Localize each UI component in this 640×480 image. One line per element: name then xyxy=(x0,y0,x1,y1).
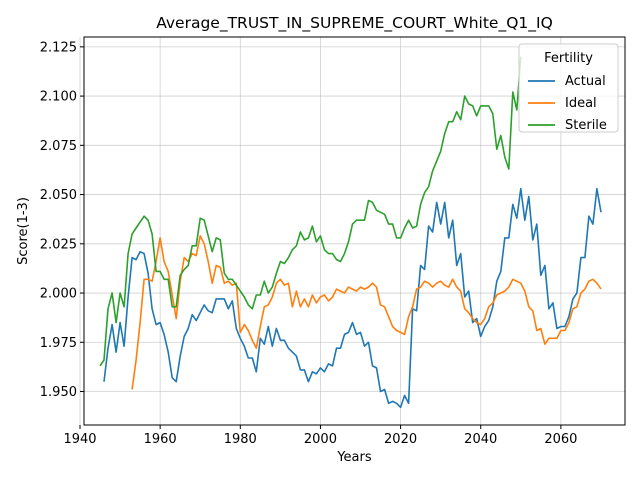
y-tick-label: 2.025 xyxy=(40,237,77,252)
legend-title: Fertility xyxy=(544,51,593,66)
grid xyxy=(79,37,625,425)
x-tick-label: 2060 xyxy=(544,432,577,447)
legend-label-ideal: Ideal xyxy=(565,96,597,111)
legend-label-actual: Actual xyxy=(565,74,606,89)
y-tick-label: 2.125 xyxy=(40,40,77,55)
x-tick-label: 2040 xyxy=(464,432,497,447)
legend-box xyxy=(518,43,619,133)
y-tick-label: 2.075 xyxy=(40,139,77,154)
x-tick-label: 1960 xyxy=(144,432,177,447)
series-line-actual xyxy=(103,187,602,409)
x-axis: 1940 1960 1980 2000 2020 2040 2060 xyxy=(63,425,577,447)
y-tick-label: 2.100 xyxy=(40,90,77,105)
legend: Fertility Actual Ideal Sterile xyxy=(518,43,619,133)
y-axis: 1.950 1.975 2.000 2.025 2.050 2.075 2.100 2.125 xyxy=(40,40,84,400)
y-tick-label: 1.975 xyxy=(40,336,77,351)
y-tick-label: 2.050 xyxy=(40,188,77,203)
legend-label-sterile: Sterile xyxy=(565,118,607,133)
series-lines xyxy=(99,56,602,409)
x-tick-label: 2020 xyxy=(384,432,417,447)
x-tick-label: 1940 xyxy=(63,432,96,447)
plot-area xyxy=(83,36,626,426)
x-axis-label: Years xyxy=(336,450,372,465)
x-tick-label: 1980 xyxy=(224,432,257,447)
series-line-sterile xyxy=(99,56,522,367)
y-tick-label: 2.000 xyxy=(40,287,77,302)
y-axis-label: Score(1-3) xyxy=(16,197,31,265)
chart-title: Average_TRUST_IN_SUPREME_COURT_White_Q1_… xyxy=(156,14,553,33)
series-line-ideal xyxy=(131,235,602,390)
x-tick-label: 2000 xyxy=(304,432,337,447)
y-tick-label: 1.950 xyxy=(40,385,77,400)
